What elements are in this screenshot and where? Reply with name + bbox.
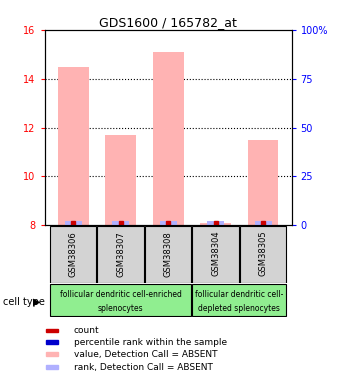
- Bar: [105, 135, 136, 225]
- Bar: [58, 67, 88, 225]
- Bar: [97, 226, 144, 282]
- Text: cell type: cell type: [3, 297, 45, 307]
- Text: depleted splenocytes: depleted splenocytes: [198, 304, 280, 313]
- Bar: [255, 220, 272, 225]
- Bar: [153, 52, 184, 225]
- Text: GSM38304: GSM38304: [211, 231, 220, 276]
- Text: GSM38308: GSM38308: [164, 231, 173, 277]
- Bar: [200, 223, 231, 225]
- Text: follicular dendritic cell-: follicular dendritic cell-: [195, 290, 284, 299]
- Bar: [46, 352, 58, 356]
- Bar: [192, 284, 286, 316]
- Title: GDS1600 / 165782_at: GDS1600 / 165782_at: [99, 16, 237, 29]
- Bar: [192, 226, 239, 282]
- Text: rank, Detection Call = ABSENT: rank, Detection Call = ABSENT: [73, 363, 212, 372]
- Text: value, Detection Call = ABSENT: value, Detection Call = ABSENT: [73, 350, 217, 359]
- Bar: [159, 220, 177, 225]
- Text: splenocytes: splenocytes: [98, 304, 143, 313]
- Bar: [46, 328, 58, 332]
- Text: GSM38306: GSM38306: [69, 231, 78, 277]
- Bar: [50, 284, 191, 316]
- Text: follicular dendritic cell-enriched: follicular dendritic cell-enriched: [60, 290, 181, 299]
- Bar: [46, 366, 58, 369]
- Text: GSM38307: GSM38307: [116, 231, 125, 277]
- Bar: [240, 226, 286, 282]
- Bar: [64, 220, 82, 225]
- Bar: [248, 140, 279, 225]
- Bar: [50, 226, 96, 282]
- Bar: [145, 226, 191, 282]
- Text: percentile rank within the sample: percentile rank within the sample: [73, 338, 227, 347]
- Text: count: count: [73, 326, 99, 335]
- Text: GSM38305: GSM38305: [259, 231, 268, 276]
- Text: ▶: ▶: [33, 297, 40, 307]
- Bar: [207, 220, 224, 225]
- Bar: [112, 220, 129, 225]
- Bar: [46, 340, 58, 344]
